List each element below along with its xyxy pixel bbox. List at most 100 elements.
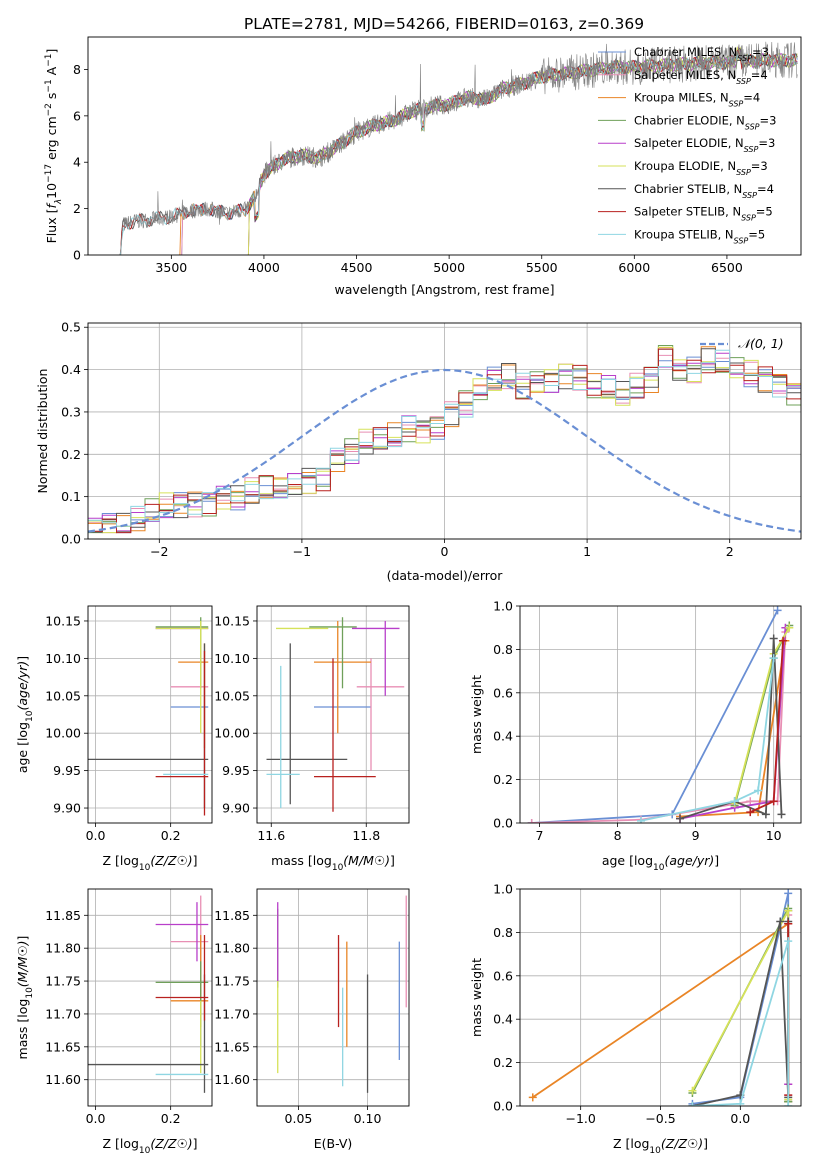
massweight-vs-Z-ytick-label: 0.0 (493, 1099, 513, 1114)
massweight-vs-age-marker-salpeter-stelib (779, 636, 788, 645)
massweight-vs-Z-xlabel: Z [log10(Z/Z☉)] (613, 1136, 708, 1156)
mass-vs-Z-xtick-label: 0.0 (86, 1111, 106, 1126)
massweight-vs-Z-marker-kroupa-stelib (784, 1102, 793, 1106)
spectrum-legend-label-chabrier-miles: Chabrier MILES, NSSP=3 (634, 45, 769, 63)
age-vs-Z-ytick-label: 10.05 (45, 688, 81, 703)
spectrum-ylabel-part: λ (54, 199, 64, 205)
residuals-xtick-label: −1 (293, 544, 311, 559)
spectrum-legend-label-salpeter-stelib: Salpeter STELIB, NSSP=5 (634, 205, 773, 223)
spectrum-plot-area (119, 41, 798, 255)
age-vs-mass-point-salpeter-miles (356, 658, 405, 771)
residuals-hist-kroupa-miles (88, 346, 801, 532)
figure-title: PLATE=2781, MJD=54266, FIBERID=0163, z=0… (244, 15, 644, 33)
mass-vs-Z-ytick-label: 11.70 (45, 1006, 81, 1021)
massweight-vs-age-series-chabrier-miles (527, 606, 782, 823)
mass-vs-Z-xlabel: Z [log10(Z/Z☉)] (102, 1136, 197, 1156)
residuals-xtick-label: 1 (583, 544, 591, 559)
massweight-vs-age-line-chabrier-miles (531, 609, 779, 823)
massweight-vs-age-series-kroupa-stelib (636, 654, 778, 823)
massweight-vs-age-series-salpeter-stelib (746, 636, 788, 817)
age-vs-Z-xlabel-part: 10 (139, 863, 151, 873)
residuals-chart: −2 −1 0 1 2 0.0 0.1 0.2 0.3 0.4 0.5 𝒩(0, 1) (data-mo… (35, 320, 802, 583)
spectrum-chart: 3500 4000 4500 5000 5500 6000 6500 0 2 4 6 8 wavelen… (44, 36, 802, 297)
age-vs-Z-ylabel-part: ] (15, 656, 30, 661)
mass-vs-Z-frame (87, 888, 213, 1107)
massweight-vs-Z-marker-chabrier-stelib (776, 917, 785, 926)
massweight-vs-age-xlabel-part: (age/yr) (664, 853, 714, 868)
mass-vs-Z-ytick-label: 11.60 (45, 1072, 81, 1087)
residuals-ytick-label: 0.2 (61, 447, 81, 462)
massweight-vs-Z-series-kroupa-stelib (688, 937, 793, 1106)
spectrum-observed (119, 41, 798, 255)
massweight-vs-Z-plot-area (528, 889, 793, 1106)
residuals-hist-chabrier-elodie (88, 345, 801, 534)
spectrum-legend-label-salpeter-elodie-part: SSP (744, 145, 759, 154)
age-vs-mass-xlabel-part: 10 (332, 863, 344, 873)
spectrum-legend-label-kroupa-elodie: Kroupa ELODIE, NSSP=3 (634, 159, 768, 177)
spectrum-ylabel-part: ] (44, 49, 59, 54)
residuals-hist-salpeter-stelib (88, 348, 801, 534)
mass-vs-EBV-ytick-label: 11.70 (214, 1006, 250, 1021)
spectrum-ytick-label: 8 (73, 62, 81, 77)
mass-vs-Z-xlabel-part: Z [log (102, 1136, 138, 1151)
spectrum-xtick-label: 6500 (711, 260, 743, 275)
residuals-ytick-label: 0.3 (61, 404, 81, 419)
massweight-vs-age-xtick-label: 8 (614, 828, 622, 843)
spectrum-ylabel-part: −1 (44, 79, 54, 92)
massweight-vs-Z-frame (519, 888, 802, 1107)
age-vs-Z-frame (87, 605, 213, 824)
spectrum-legend-label-kroupa-stelib-part: Kroupa STELIB, N (634, 227, 734, 241)
mass-vs-Z-xlabel-part: ] (193, 1136, 198, 1151)
massweight-vs-age-marker-salpeter-miles (527, 819, 536, 823)
age-vs-Z-xlabel-part: ] (193, 853, 198, 868)
age-vs-Z-xlabel-part: Z [log (102, 853, 138, 868)
age-vs-Z-ytick-label: 10.00 (45, 726, 81, 741)
mass-vs-Z-xlabel-part: (Z/Z☉) (150, 1136, 192, 1151)
residuals-frame (87, 322, 802, 540)
massweight-vs-age-series-chabrier-stelib (676, 634, 786, 823)
spectrum-legend-label-chabrier-stelib: Chabrier STELIB, NSSP=4 (634, 182, 774, 200)
spectrum-legend-label-chabrier-elodie-part: Chabrier ELODIE, N (634, 113, 745, 127)
massweight-vs-age-ytick-label: 0.6 (493, 685, 513, 700)
residuals-hist-chabrier-stelib (88, 348, 801, 533)
mass-vs-Z-point-salpeter-stelib (155, 935, 209, 1021)
massweight-vs-age-xtick-label: 7 (536, 828, 544, 843)
mass-vs-EBV-ytick-label: 11.80 (214, 941, 250, 956)
massweight-vs-age-marker-chabrier-stelib (676, 814, 685, 823)
age-vs-mass-point-kroupa-stelib (266, 665, 300, 809)
age-vs-Z-ytick-label: 10.10 (45, 651, 81, 666)
massweight-vs-Z-marker-kroupa-elodie (688, 1086, 697, 1095)
massweight-vs-Z-marker-kroupa-stelib (736, 1099, 745, 1106)
spectrum-ylabel-part: −2 (44, 103, 54, 116)
spectrum-ylabel-part: Flux [ (44, 209, 59, 244)
spectrum-legend-label-salpeter-miles-part: =4 (751, 68, 768, 82)
massweight-vs-age-ylabel: mass weight (469, 675, 484, 754)
massweight-vs-age-ytick-label: 1.0 (493, 599, 513, 614)
spectrum-legend-label-kroupa-stelib-part: SSP (734, 236, 749, 245)
massweight-vs-age-ytick-label: 0.8 (493, 642, 513, 657)
mass-vs-EBV-ytick-label: 11.75 (214, 974, 250, 989)
age-vs-Z-xtick-label: 0.0 (86, 828, 106, 843)
spectrum-legend-label-salpeter-elodie-part: =3 (758, 136, 775, 150)
spectrum-ylabel-part: s (44, 93, 59, 104)
massweight-vs-Z-ytick-label: 0.6 (493, 968, 513, 983)
massweight-vs-age-marker-salpeter-stelib (769, 797, 778, 806)
massweight-vs-age-xtick-label: 10 (766, 828, 782, 843)
spectrum-legend-label-chabrier-stelib-part: =4 (757, 182, 774, 196)
age-vs-Z-ylabel-part: age [log (15, 722, 30, 773)
spectrum-legend-label-salpeter-miles-part: Salpeter MILES, N (634, 68, 736, 82)
age-vs-Z-point-chabrier-stelib (88, 643, 209, 809)
age-vs-mass-ytick-label: 9.95 (222, 763, 250, 778)
mass-vs-EBV-ytick-label: 11.85 (214, 908, 250, 923)
mass-vs-EBV-chart: 0.05 0.10 11.60 11.65 11.70 11.75 11.80 11.85 E(… (214, 888, 410, 1151)
residuals-xtick-label: −2 (150, 544, 168, 559)
age-vs-Z-plot-area (88, 617, 209, 816)
massweight-vs-age-marker-kroupa-stelib (769, 654, 778, 663)
massweight-vs-Z-xlabel-part: 10 (649, 1146, 661, 1156)
age-vs-mass-ytick-label: 10.10 (214, 651, 250, 666)
mass-vs-Z-ytick-label: 11.75 (45, 974, 81, 989)
spectrum-legend-label-kroupa-miles: Kroupa MILES, NSSP=4 (634, 91, 760, 109)
spectrum-model-kroupa-stelib (119, 52, 798, 255)
age-vs-Z-xlabel-part: (Z/Z☉) (150, 853, 192, 868)
